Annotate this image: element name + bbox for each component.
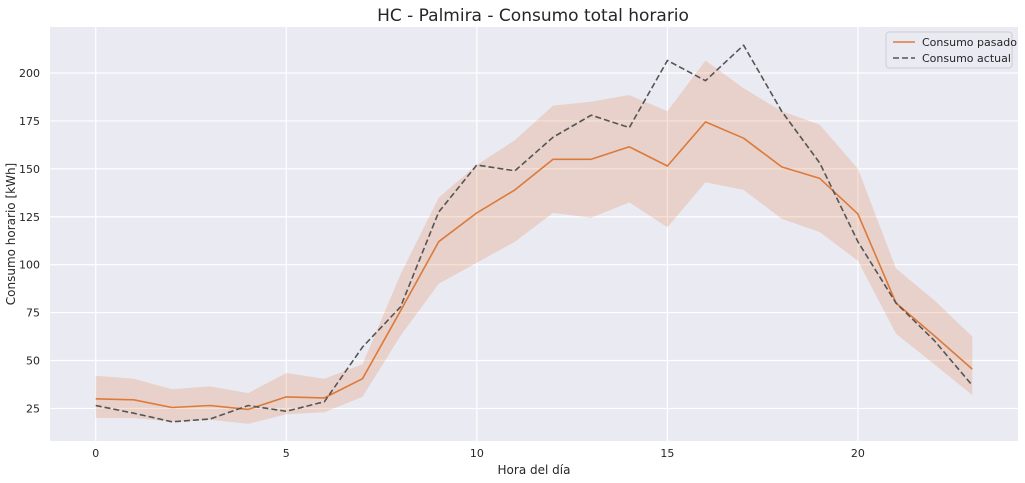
x-axis-label: Hora del día <box>498 463 571 477</box>
legend-box <box>885 31 1013 69</box>
legend-label-consumo-actual: Consumo actual <box>922 52 1011 65</box>
y-tick-label: 75 <box>26 307 40 320</box>
series-line-consumo-pasado <box>95 121 973 411</box>
chart-title: HC - Palmira - Consumo total horario <box>377 6 689 26</box>
x-tick-label: 0 <box>92 447 99 460</box>
x-tick-label: 20 <box>851 447 865 460</box>
series-line-consumo-actual <box>95 44 973 423</box>
gridlines <box>50 27 1018 441</box>
y-axis-label: Consumo horario [kWh] <box>4 163 18 305</box>
series-lines <box>95 44 973 423</box>
y-tick-labels: 25 50 75 100 125 150 175 200 <box>19 67 40 415</box>
y-tick-label: 100 <box>19 259 40 272</box>
legend: Consumo pasado Consumo actual <box>885 31 1017 69</box>
y-tick-label: 125 <box>19 211 40 224</box>
y-tick-label: 50 <box>26 355 40 368</box>
x-tick-label: 15 <box>660 447 674 460</box>
legend-label-consumo-pasado: Consumo pasado <box>922 36 1017 49</box>
y-tick-label: 25 <box>26 402 40 415</box>
y-tick-label: 150 <box>19 163 40 176</box>
x-tick-label: 5 <box>283 447 290 460</box>
x-tick-label: 10 <box>470 447 484 460</box>
band-consumo-pasado <box>95 60 973 424</box>
x-tick-labels: 0 5 10 15 20 <box>92 447 865 460</box>
y-tick-label: 200 <box>19 67 40 80</box>
confidence-bands <box>95 60 973 424</box>
plot-area <box>50 27 1018 441</box>
y-tick-label: 175 <box>19 115 40 128</box>
